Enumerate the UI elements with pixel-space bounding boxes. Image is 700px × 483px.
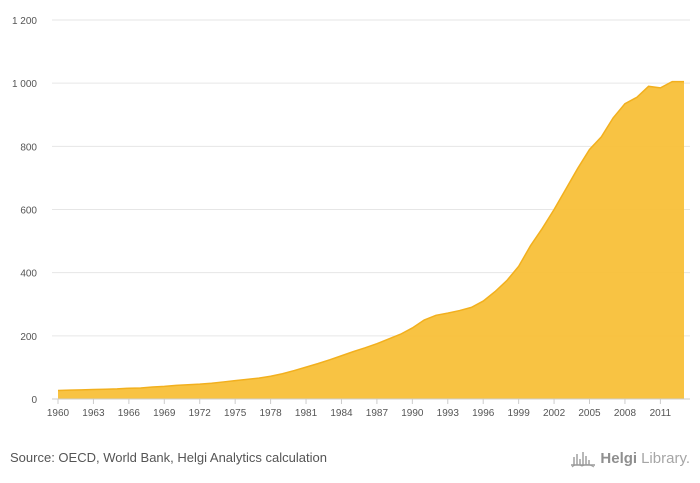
x-tick-label: 2002	[543, 408, 566, 419]
footer: Source: OECD, World Bank, Helgi Analytic…	[0, 440, 700, 483]
x-tick-label: 2011	[650, 408, 672, 419]
x-tick-label: 1984	[330, 408, 353, 419]
series-line	[57, 80, 684, 392]
x-tick-label: 1963	[82, 408, 105, 419]
y-tick-label: 1 200	[12, 16, 37, 27]
x-tick-label: 2005	[578, 408, 601, 419]
x-tick-label: 1978	[259, 408, 282, 419]
y-axis-ticks: 0 200 400 600 800 1 000 1 200	[12, 16, 37, 406]
y-tick-label: 400	[20, 269, 37, 280]
brand-name-part2: Library.	[641, 449, 690, 467]
x-tick-label: 1969	[153, 408, 176, 419]
x-tick-label: 1999	[508, 408, 531, 419]
y-tick-label: 600	[20, 206, 37, 217]
x-tick-label: 1975	[224, 408, 247, 419]
x-tick-label: 1960	[47, 408, 70, 419]
x-tick-label: 1966	[118, 408, 141, 419]
x-tick-label: 1990	[401, 408, 424, 419]
brand-name-part1: Helgi	[600, 449, 638, 467]
x-tick-label: 1996	[472, 408, 495, 419]
series-area	[58, 81, 684, 399]
y-tick-label: 800	[20, 142, 37, 153]
y-tick-label: 0	[31, 395, 37, 406]
x-tick-label: 1987	[366, 408, 389, 419]
x-tick-label: 1993	[437, 408, 460, 419]
y-tick-label: 200	[20, 332, 37, 343]
y-tick-label: 1 000	[12, 79, 37, 90]
x-tick-label: 1981	[295, 408, 318, 419]
x-tick-label: 2008	[614, 408, 637, 419]
brand-logo: Helgi Library.	[570, 448, 690, 468]
helgi-logo-icon	[571, 452, 596, 468]
x-axis-ticks: 1960 1963 1966 1969 1972 1975 1978 1981 1984 1987…	[47, 399, 672, 419]
x-tick-label: 1972	[189, 408, 212, 419]
source-note: Source: OECD, World Bank, Helgi Analytic…	[10, 450, 327, 465]
area-chart: 0 200 400 600 800 1 000 1 200 1960 1963 1966 1969…	[12, 16, 690, 419]
